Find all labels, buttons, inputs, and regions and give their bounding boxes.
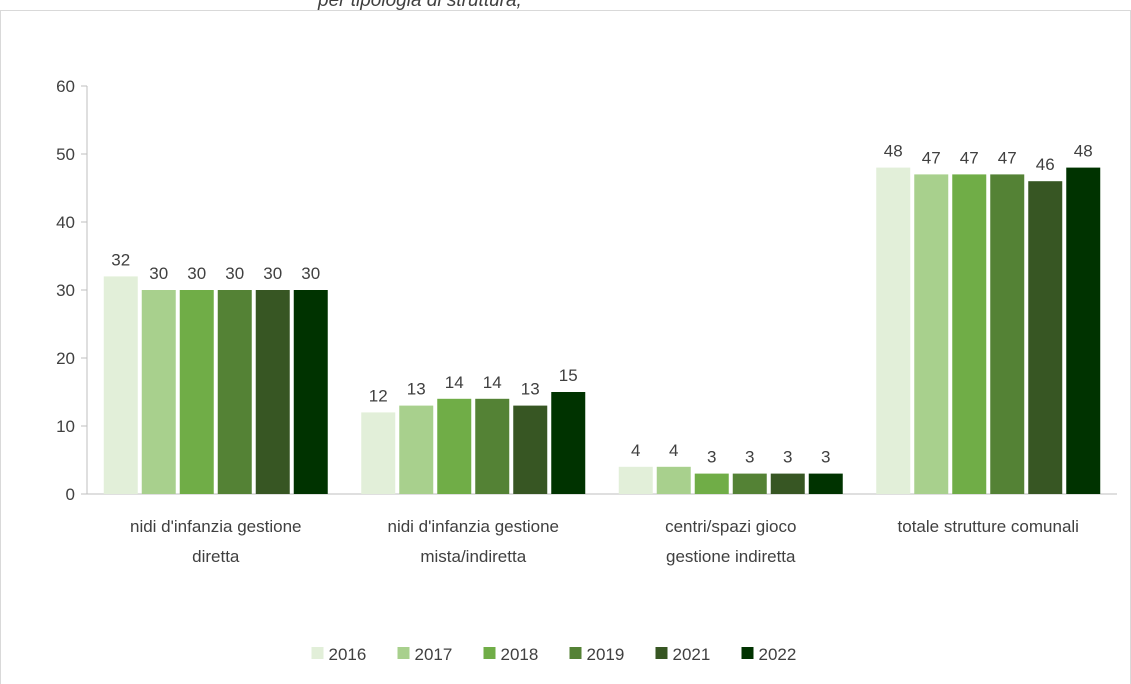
legend: 2016 2017 2018 2019 2021 2022 bbox=[311, 645, 797, 664]
data-label: 4 bbox=[631, 441, 640, 460]
y-tick-label: 40 bbox=[56, 213, 75, 232]
bar bbox=[399, 405, 434, 494]
legend-swatch bbox=[311, 647, 324, 659]
bar bbox=[990, 174, 1025, 494]
category-label: gestione indiretta bbox=[666, 547, 796, 566]
data-label: 13 bbox=[521, 380, 540, 399]
bar bbox=[141, 290, 176, 494]
data-label: 30 bbox=[187, 264, 206, 283]
category-label: diretta bbox=[192, 547, 240, 566]
data-label: 13 bbox=[407, 380, 426, 399]
data-label: 3 bbox=[707, 448, 716, 467]
y-tick-label: 60 bbox=[56, 77, 75, 96]
bar bbox=[656, 466, 691, 494]
data-label: 3 bbox=[745, 448, 754, 467]
data-label: 4 bbox=[669, 441, 678, 460]
legend-swatch bbox=[741, 647, 754, 659]
data-label: 30 bbox=[301, 264, 320, 283]
y-tick-label: 50 bbox=[56, 145, 75, 164]
category-label: nidi d'infanzia gestione bbox=[388, 517, 559, 536]
data-label: 47 bbox=[960, 148, 979, 167]
bar bbox=[513, 405, 548, 494]
legend-label: 2021 bbox=[673, 645, 711, 664]
data-label: 30 bbox=[263, 264, 282, 283]
bars bbox=[103, 167, 1101, 494]
bar bbox=[217, 290, 252, 494]
bar bbox=[618, 466, 653, 494]
data-label: 15 bbox=[559, 366, 578, 385]
legend-label: 2016 bbox=[329, 645, 367, 664]
bar bbox=[1066, 167, 1101, 494]
data-label: 48 bbox=[884, 142, 903, 161]
legend-label: 2019 bbox=[587, 645, 625, 664]
data-labels: 32 30 30 30 30 30 12 13 14 14 13 15 4 4 3 3 3 3 48 47 47 47 46… bbox=[111, 142, 1092, 467]
y-tick-label: 20 bbox=[56, 349, 75, 368]
legend-label: 2022 bbox=[759, 645, 797, 664]
data-label: 47 bbox=[998, 148, 1017, 167]
data-label: 47 bbox=[922, 148, 941, 167]
bar bbox=[770, 473, 805, 494]
legend-swatch bbox=[569, 647, 582, 659]
bar bbox=[255, 290, 290, 494]
y-tick-label: 30 bbox=[56, 281, 75, 300]
legend-swatch bbox=[655, 647, 668, 659]
legend-swatch bbox=[397, 647, 410, 659]
data-label: 3 bbox=[783, 448, 792, 467]
bar bbox=[1028, 181, 1063, 494]
category-label: totale strutture comunali bbox=[898, 517, 1079, 536]
data-label: 46 bbox=[1036, 155, 1055, 174]
legend-label: 2017 bbox=[415, 645, 453, 664]
x-axis: nidi d'infanzia gestione diretta nidi d'in… bbox=[130, 517, 1079, 566]
bar bbox=[808, 473, 843, 494]
bar bbox=[293, 290, 328, 494]
chart-title-fragment: per tipologia di struttura, bbox=[317, 0, 522, 11]
bar bbox=[179, 290, 214, 494]
category-label: nidi d'infanzia gestione bbox=[130, 517, 301, 536]
data-label: 48 bbox=[1074, 142, 1093, 161]
bar bbox=[876, 167, 911, 494]
data-label: 30 bbox=[149, 264, 168, 283]
bar bbox=[361, 412, 396, 494]
bar bbox=[914, 174, 949, 494]
data-label: 3 bbox=[821, 448, 830, 467]
data-label: 14 bbox=[483, 373, 502, 392]
data-label: 30 bbox=[225, 264, 244, 283]
category-label: centri/spazi gioco bbox=[665, 517, 796, 536]
bar bbox=[952, 174, 987, 494]
legend-label: 2018 bbox=[501, 645, 539, 664]
y-tick-label: 10 bbox=[56, 417, 75, 436]
y-tick-label: 0 bbox=[66, 485, 75, 504]
bar bbox=[475, 398, 510, 494]
data-label: 12 bbox=[369, 386, 388, 405]
data-label: 14 bbox=[445, 373, 464, 392]
bar bbox=[551, 392, 586, 494]
data-label: 32 bbox=[111, 250, 130, 269]
bar bbox=[694, 473, 729, 494]
legend-swatch bbox=[483, 647, 496, 659]
category-label: mista/indiretta bbox=[420, 547, 526, 566]
bar bbox=[437, 398, 472, 494]
bar bbox=[732, 473, 767, 494]
bar bbox=[103, 276, 138, 494]
